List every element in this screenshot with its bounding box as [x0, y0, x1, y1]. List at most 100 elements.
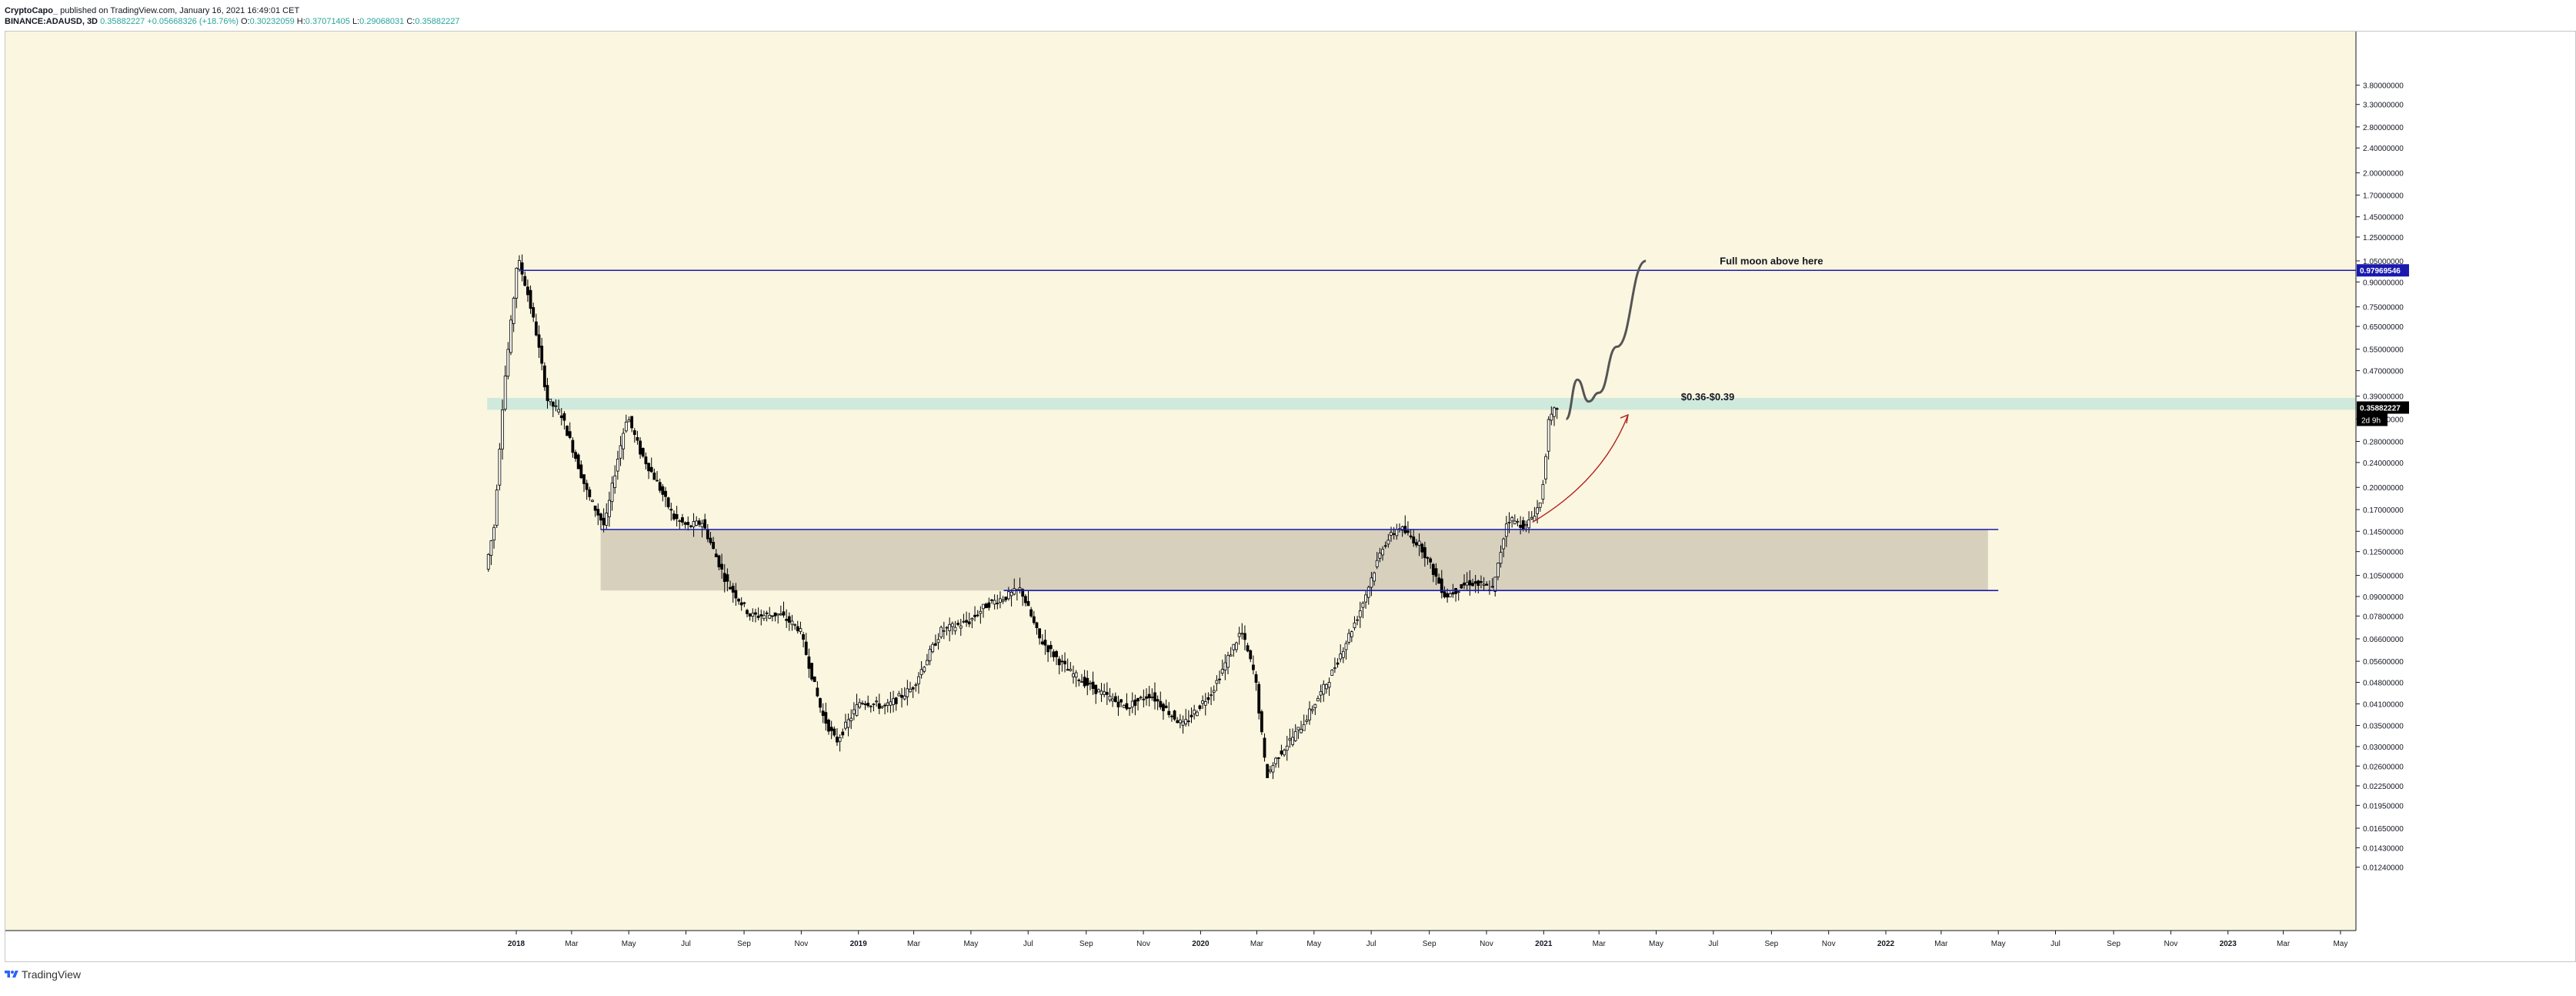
y-tick-label: 0.10500000 — [2363, 573, 2404, 581]
candle — [1381, 549, 1384, 556]
candle — [1052, 651, 1056, 657]
candle — [734, 590, 738, 599]
candle — [909, 689, 912, 693]
candle — [1251, 664, 1255, 670]
candle — [855, 704, 859, 716]
candle — [703, 519, 707, 529]
candle — [1378, 553, 1382, 559]
candle — [889, 701, 893, 706]
candle — [546, 385, 549, 401]
candle — [722, 573, 726, 582]
candle — [1400, 526, 1404, 531]
candle — [799, 628, 802, 632]
candle — [678, 520, 682, 522]
x-tick-label: Jul — [681, 940, 691, 948]
candle — [1105, 692, 1109, 695]
support-zone-box[interactable] — [600, 529, 1988, 591]
candle — [486, 553, 490, 570]
candle — [1032, 616, 1036, 623]
author-name[interactable]: CryptoCapo_ — [5, 6, 58, 15]
candle — [1063, 660, 1066, 665]
candle — [542, 365, 546, 388]
tradingview-logo-icon[interactable] — [5, 969, 18, 980]
candle — [863, 704, 867, 705]
y-tick-label: 1.05000000 — [2363, 258, 2404, 266]
x-tick-label: 2022 — [1877, 940, 1895, 948]
candle — [1519, 524, 1523, 528]
price-change: +0.05668326 (+18.76%) — [147, 17, 239, 26]
candle — [697, 520, 701, 525]
candle — [1086, 677, 1089, 686]
candle — [669, 509, 673, 511]
x-tick-label: 2020 — [1192, 940, 1210, 948]
candle — [1536, 507, 1539, 514]
candle — [717, 555, 721, 567]
candle — [1423, 546, 1426, 559]
candle — [1274, 757, 1278, 764]
candle — [1339, 653, 1343, 660]
footer-brand[interactable]: TradingView — [22, 968, 82, 981]
candle — [610, 483, 614, 503]
chart-frame[interactable]: Full moon above here $0.36-$0.39 3.800000… — [5, 31, 2576, 962]
candle — [1089, 683, 1092, 685]
candle — [819, 698, 822, 708]
chart-annotation[interactable]: Full moon above here — [1720, 256, 1823, 267]
candle — [1288, 738, 1292, 741]
candle — [636, 436, 639, 441]
candle — [712, 542, 716, 550]
low-value: 0.29068031 — [359, 17, 405, 26]
candle — [1499, 552, 1503, 564]
candle — [1193, 710, 1196, 714]
price-chart[interactable]: Full moon above here $0.36-$0.39 3.800000… — [5, 32, 2575, 961]
candle — [495, 490, 499, 526]
candle — [911, 687, 915, 690]
candle — [866, 703, 870, 707]
chart-annotation[interactable]: $0.36-$0.39 — [1681, 391, 1734, 403]
candle — [1370, 577, 1373, 588]
candle — [1153, 692, 1156, 702]
open-value: 0.30232059 — [249, 17, 295, 26]
candle — [1305, 720, 1309, 722]
candle — [762, 614, 766, 620]
open-label: O: — [240, 17, 250, 26]
resistance-band[interactable] — [487, 397, 2398, 410]
projection-path[interactable] — [1565, 259, 1647, 420]
candle — [562, 413, 566, 421]
candle — [549, 399, 552, 403]
candle — [1308, 708, 1311, 720]
y-tick-label: 1.70000000 — [2363, 192, 2404, 200]
candle — [1249, 650, 1253, 660]
y-tick-label: 0.02600000 — [2363, 763, 2404, 771]
high-value: 0.37071405 — [305, 17, 350, 26]
candle — [948, 623, 952, 631]
candle — [1218, 678, 1221, 680]
candle — [720, 563, 723, 570]
x-tick-label: Mar — [1934, 940, 1948, 948]
candle — [827, 720, 830, 732]
y-tick-label: 0.09000000 — [2363, 593, 2404, 602]
candle — [726, 574, 729, 582]
price-tag-label: 0.97969546 — [2360, 267, 2401, 276]
breakout-arrow[interactable] — [1532, 414, 1629, 523]
candle — [588, 489, 592, 497]
y-tick-label: 2.40000000 — [2363, 145, 2404, 153]
candle — [566, 426, 569, 436]
x-tick-label: Sep — [737, 940, 751, 948]
candle — [748, 613, 752, 617]
candle — [532, 307, 536, 318]
candle — [622, 433, 626, 450]
candle — [649, 466, 653, 473]
y-tick-label: 2.00000000 — [2363, 170, 2404, 179]
candle — [1336, 662, 1340, 665]
candle — [936, 639, 940, 643]
candle — [1350, 631, 1353, 637]
candle — [824, 712, 828, 724]
candle — [872, 704, 876, 705]
candle — [1001, 600, 1005, 602]
plot-background — [5, 32, 2356, 931]
candle — [953, 627, 957, 632]
candle — [1009, 591, 1013, 597]
candle — [860, 703, 864, 704]
candle — [894, 697, 898, 704]
candle — [841, 731, 845, 736]
